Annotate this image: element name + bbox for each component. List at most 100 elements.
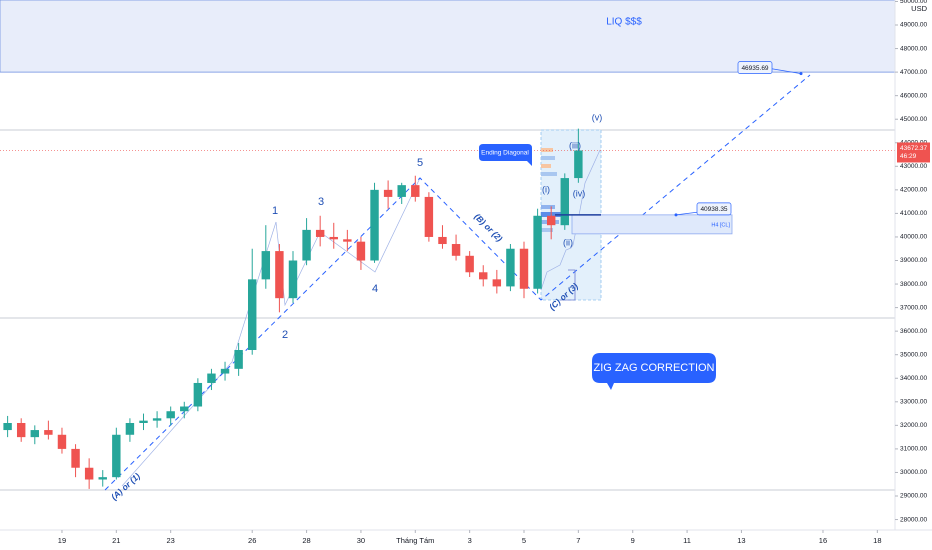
candle-body [248, 279, 257, 350]
y-tick-label: 48000.00 [900, 45, 927, 52]
y-tick-label: 30000.00 [900, 469, 927, 476]
profile-bar [541, 156, 555, 160]
candle-body [275, 251, 284, 299]
candle-body [234, 349, 243, 369]
currency: USD [911, 4, 927, 13]
zone-label: LIQ $$$ [606, 16, 642, 27]
x-tick-label: 28 [302, 536, 310, 545]
x-tick-label: 18 [873, 536, 881, 545]
candle-body [411, 185, 420, 197]
plot [3, 128, 601, 489]
candle-body [139, 420, 148, 423]
level-label: 40938.35 [700, 206, 727, 213]
candle-body [261, 251, 271, 280]
y-tick-label: 43000.00 [900, 163, 927, 170]
candle-body [574, 150, 583, 179]
x-tick-label: 21 [112, 536, 120, 545]
candle-body [71, 448, 80, 468]
wave-label: 1 [272, 205, 278, 217]
y-tick-label: 49000.00 [900, 22, 927, 29]
candle-body [152, 418, 162, 421]
candle-body [479, 272, 488, 280]
wave-label: (v) [592, 112, 603, 122]
y-tick-label: 34000.00 [900, 375, 927, 382]
price-tag [897, 142, 930, 163]
countdown: 46:29 [900, 153, 917, 160]
wave-label: 4 [372, 283, 378, 295]
x-tick-label: 23 [167, 536, 175, 545]
candle-body [329, 236, 338, 240]
wave-line [540, 149, 601, 291]
candle-body [30, 430, 40, 438]
y-tick-label: 37000.00 [900, 304, 927, 311]
x-tick-label: 5 [522, 536, 526, 545]
y-tick-label: 47000.00 [900, 69, 927, 76]
wave-label: (iii) [569, 140, 581, 150]
y-tick-label: 50000.00 [900, 0, 927, 5]
wave-label: (ii) [563, 237, 573, 247]
y-tick-label: 38000.00 [900, 281, 927, 288]
x-tick-label: 9 [631, 536, 635, 545]
candle-body [98, 477, 107, 480]
wave-label: (iv) [573, 188, 586, 198]
candle-body [492, 279, 502, 287]
price-tag-label: 43672.37 [900, 145, 927, 152]
level-box [696, 202, 732, 216]
level-marker [674, 213, 678, 217]
y-tick-label: 36000.00 [900, 328, 927, 335]
h4-box [571, 214, 733, 235]
candle-body [180, 406, 189, 412]
y-tick-label: 39000.00 [900, 257, 927, 264]
y-tick-label: 35000.00 [900, 351, 927, 358]
price-axis [895, 0, 932, 530]
profile-outline [560, 269, 576, 301]
candle-body [125, 422, 135, 435]
profile-bar [541, 148, 553, 152]
candle-body [519, 248, 529, 289]
y-tick-label: 41000.00 [900, 210, 927, 217]
candle-body [84, 467, 94, 480]
profile-bar [541, 228, 553, 232]
candle-body [383, 189, 393, 197]
level-box [737, 61, 773, 74]
y-tick-label: 46000.00 [900, 92, 927, 99]
x-tick-label: Tháng Tám [396, 536, 434, 545]
callout-box [592, 353, 716, 390]
candle-body [166, 411, 175, 419]
wave-line [121, 221, 277, 487]
x-tick-label: 3 [468, 536, 472, 545]
axes: 28000.00 29000.00 30000.00 31000.00 32000.00… [58, 0, 930, 545]
candle-body [506, 248, 515, 287]
x-tick-label: 7 [576, 536, 580, 545]
liquidity-zone [0, 0, 896, 73]
wave-label: 3 [318, 196, 324, 208]
candle-body [112, 434, 121, 478]
candle-body [370, 189, 379, 261]
y-tick-label: 32000.00 [900, 422, 927, 429]
candle-body [424, 196, 434, 237]
y-tick-label: 40000.00 [900, 234, 927, 241]
x-tick-label: 13 [737, 536, 745, 545]
candle-body [44, 430, 53, 435]
box-label: H4 [CL] [711, 222, 730, 228]
candle-body [451, 244, 461, 256]
candle-body [288, 260, 298, 299]
profile-bar [541, 172, 557, 176]
profile-bar [541, 164, 551, 168]
profile-bar [541, 212, 563, 217]
level-label: 46935.69 [741, 65, 768, 72]
candle-body [3, 422, 12, 431]
candle-body [438, 236, 447, 245]
candle-body [207, 373, 216, 383]
x-tick-label: 16 [819, 536, 827, 545]
candle-body [315, 229, 325, 237]
level-marker [799, 72, 803, 76]
candle-body [16, 422, 26, 438]
candle-body [546, 215, 556, 226]
x-tick-label: 30 [357, 536, 365, 545]
y-tick-label: 42000.00 [900, 187, 927, 194]
candle-body [533, 215, 542, 289]
callout-text: ZIG ZAG CORRECTION [594, 362, 715, 374]
y-tick-label: 28000.00 [900, 516, 927, 523]
